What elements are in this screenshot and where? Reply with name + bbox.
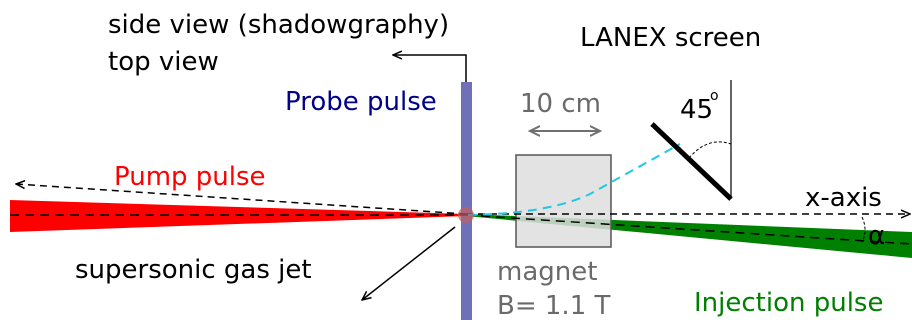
alpha-angle-arc	[861, 216, 866, 243]
lanex-screen-label: LANEX screen	[580, 23, 761, 53]
probe-pulse-beam	[461, 82, 472, 320]
electron-trajectory	[467, 143, 681, 216]
angle-45-label: 45	[680, 95, 713, 125]
gas-jet-label: supersonic gas jet	[75, 255, 312, 285]
alpha-label: α	[868, 221, 885, 251]
injection-pulse-label: Injection pulse	[694, 288, 883, 318]
pump-pulse-beam	[10, 200, 466, 232]
magnetic-field-label: B= 1.1 T	[497, 291, 611, 320]
lanex-angle-arc	[688, 141, 732, 159]
top-view-label: top view	[108, 47, 219, 77]
side-view-label: side view (shadowgraphy)	[108, 10, 449, 40]
pump-pulse-label: Pump pulse	[114, 162, 266, 192]
gas-jet-arrow	[362, 226, 456, 300]
lanex-screen	[650, 122, 733, 201]
angle-45-degree-mark: o	[710, 88, 719, 104]
gas-jet-interaction-point	[458, 207, 474, 223]
magnet-label: magnet	[497, 257, 597, 287]
probe-pulse-label: Probe pulse	[285, 87, 437, 117]
distance-label: 10 cm	[520, 89, 601, 119]
x-axis-label: x-axis	[805, 183, 882, 213]
magnet-block	[515, 154, 612, 248]
pump-axis-dashed-arrow	[16, 184, 467, 215]
side-view-direction-arrow	[393, 55, 467, 82]
